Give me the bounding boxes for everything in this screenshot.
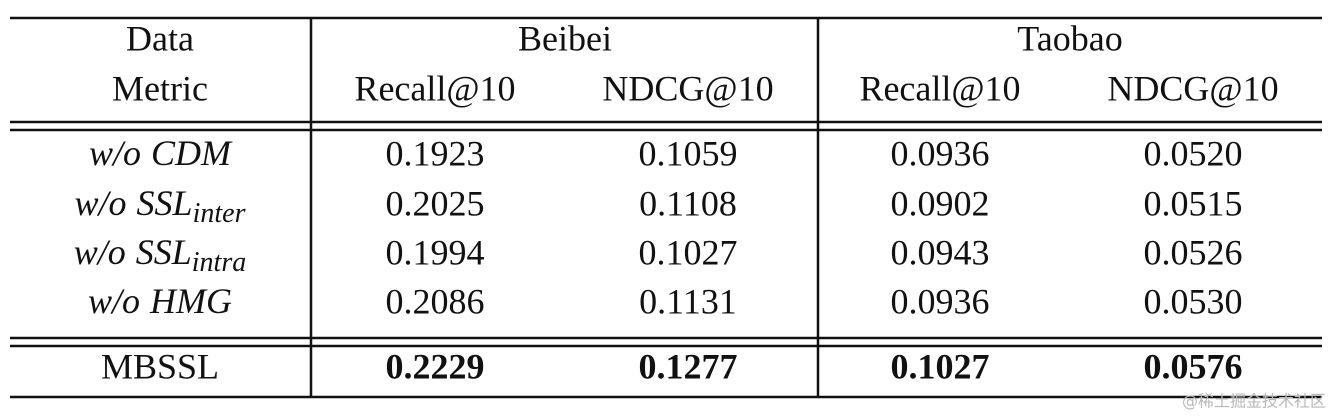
cell-best: 0.0576: [1144, 346, 1243, 386]
row-label: w/o SSLinter: [75, 183, 246, 229]
cell: 0.0530: [1144, 281, 1243, 321]
row-label: MBSSL: [101, 346, 219, 386]
cell: 0.0936: [891, 133, 990, 173]
cell: 0.0520: [1144, 133, 1243, 173]
label-prefix: w/o: [74, 232, 126, 272]
row-label: w/o CDM: [89, 133, 233, 173]
metric-header: Recall@10: [354, 68, 515, 108]
cell-best: 0.1277: [639, 346, 738, 386]
header-cell: Metric: [112, 68, 208, 108]
dataset-header: Beibei: [518, 18, 612, 58]
label-subscript: inter: [193, 198, 246, 229]
label-prefix: w/o: [89, 133, 141, 173]
header-cell: Data: [126, 18, 194, 58]
metric-header: NDCG@10: [602, 68, 773, 108]
cell: 0.1131: [639, 281, 737, 321]
label-name: SSL: [136, 232, 192, 272]
cell-best: 0.2229: [386, 346, 485, 386]
row-label: w/o SSLintra: [74, 232, 247, 278]
cell: 0.1994: [386, 232, 485, 272]
cell: 0.0526: [1144, 232, 1243, 272]
label-name: SSL: [137, 183, 193, 223]
label-prefix: w/o: [88, 281, 140, 321]
cell: 0.1059: [639, 133, 738, 173]
cell: 0.2025: [386, 183, 485, 223]
cell: 0.1108: [639, 183, 737, 223]
row-label: w/o HMG: [88, 281, 232, 321]
cell: 0.0515: [1144, 183, 1243, 223]
cell: 0.1923: [386, 133, 485, 173]
cell: 0.0902: [891, 183, 990, 223]
cell: 0.0943: [891, 232, 990, 272]
label-name: HMG: [149, 281, 232, 321]
label-prefix: w/o: [75, 183, 127, 223]
metric-header: Recall@10: [859, 68, 1020, 108]
metric-header: NDCG@10: [1107, 68, 1278, 108]
label-subscript: intra: [192, 247, 246, 278]
cell: 0.1027: [639, 232, 738, 272]
cell-best: 0.1027: [891, 346, 990, 386]
dataset-header: Taobao: [1017, 18, 1122, 58]
label-name: CDM: [151, 133, 233, 173]
cell: 0.0936: [891, 281, 990, 321]
cell: 0.2086: [386, 281, 485, 321]
watermark: @稀土掘金技术社区: [1182, 392, 1326, 411]
